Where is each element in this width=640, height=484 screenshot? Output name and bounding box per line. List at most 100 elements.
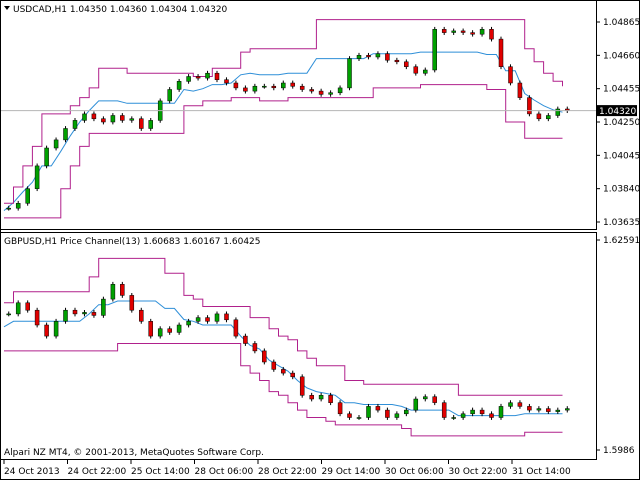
usdcad-candle	[394, 57, 400, 65]
gbpusd-candle	[44, 322, 49, 339]
gbpusd-candle	[441, 400, 447, 420]
gbpusd-candle	[101, 296, 106, 318]
usdcad-channel-middle-line	[3, 51, 563, 211]
usdcad-candle	[508, 64, 513, 86]
gbpusd-candle	[25, 300, 30, 313]
gbpusd-candle	[139, 307, 144, 324]
gbpusd-candle	[508, 400, 513, 409]
gbpusd-candle	[555, 407, 561, 414]
top-y-tick-label: 1.04455	[603, 85, 640, 95]
gbpusd-candle	[565, 406, 570, 413]
gbpusd-candle	[34, 307, 40, 328]
gbpusd-candle	[281, 366, 286, 376]
usdcad-candle	[517, 80, 523, 101]
top-plot-frame[interactable]	[0, 0, 597, 230]
x-tick-label: 30 Oct 22:00	[449, 467, 508, 477]
usdcad-candle	[404, 59, 409, 70]
usdcad-candle	[214, 70, 220, 83]
usdcad-candle	[290, 80, 295, 89]
usdcad-candle	[224, 77, 229, 86]
usdcad-candle	[44, 145, 49, 169]
gbpusd-candle	[72, 307, 78, 317]
usdcad-candle	[25, 186, 30, 206]
usdcad-candle	[385, 51, 390, 63]
usdcad-candle	[441, 26, 447, 35]
x-tick-label: 28 Oct 22:00	[258, 467, 317, 477]
usdcad-candle	[366, 52, 371, 60]
bottom-y-axis: 1.62591 1.5986	[596, 236, 640, 456]
gbpusd-candle	[479, 407, 485, 417]
x-tick-label: 31 Oct 14:00	[512, 467, 571, 477]
gbpusd-candle	[91, 310, 97, 318]
gbpusd-candle	[536, 406, 542, 413]
gbpusd-channel-upper-line	[4, 257, 563, 396]
bottom-y-tick-label: 1.5986	[603, 446, 635, 456]
x-tick-label: 24 Oct 2013	[4, 467, 60, 477]
gbpusd-candle	[6, 311, 11, 317]
gbpusd-candle	[15, 300, 21, 317]
usdcad-candle	[101, 116, 106, 125]
usdcad-candle	[233, 80, 239, 91]
gbpusd-candle	[148, 318, 153, 339]
top-series-layer	[1, 19, 596, 219]
usdcad-channel-upper-line	[4, 19, 563, 204]
usdcad-candle	[451, 28, 456, 35]
usdcad-candle	[34, 163, 40, 192]
usdcad-candle	[347, 56, 352, 91]
gbpusd-candle	[129, 292, 135, 313]
usdcad-candle	[546, 113, 551, 122]
usdcad-candle	[328, 90, 333, 97]
gbpusd-candle	[195, 315, 201, 324]
bottom-plot-frame[interactable]	[0, 232, 597, 460]
usdcad-candle	[63, 126, 68, 143]
usdcad-candle	[432, 26, 437, 73]
gbpusd-candle	[413, 396, 419, 413]
usdcad-candle	[536, 111, 542, 122]
gbpusd-candle	[546, 406, 551, 414]
usdcad-candle	[72, 117, 78, 131]
usdcad-candle	[271, 83, 277, 91]
usdcad-candle	[299, 83, 305, 92]
gbpusd-candle	[498, 403, 504, 420]
gbpusd-candle	[375, 403, 381, 413]
gbpusd-candle	[110, 281, 116, 302]
x-tick-label: 30 Oct 06:00	[385, 467, 444, 477]
usdcad-candle	[148, 117, 153, 131]
collapse-triangle-icon[interactable]	[4, 6, 10, 10]
x-tick-label: 25 Oct 14:00	[131, 467, 190, 477]
gbpusd-candle	[470, 407, 475, 417]
x-tick-label: 29 Oct 14:00	[322, 467, 381, 477]
usdcad-candle	[309, 87, 314, 94]
gbpusd-candle	[318, 392, 324, 402]
gbpusd-candle	[460, 411, 466, 420]
usdcad-candle	[53, 137, 59, 151]
gbpusd-candle	[186, 318, 191, 328]
usdcad-candle	[318, 88, 324, 97]
bottom-panel-title: GBPUSD,H1 Price Channel(13) 1.60683 1.60…	[4, 237, 261, 247]
usdcad-candle	[129, 116, 135, 123]
gbpusd-candle	[404, 407, 409, 417]
usdcad-candle	[460, 28, 466, 35]
gbpusd-candle	[53, 318, 59, 339]
gbpusd-candle	[252, 341, 258, 354]
top-y-tick-label: 1.04660	[603, 51, 640, 61]
gbpusd-channel-lower-line	[4, 343, 563, 437]
usdcad-candle	[423, 67, 428, 76]
usdcad-candle	[195, 74, 201, 81]
usdcad-candle	[252, 83, 258, 94]
usdcad-candle	[205, 70, 210, 81]
gbpusd-candle	[233, 317, 239, 339]
usdcad-candle	[356, 52, 362, 61]
top-y-tick-label: 1.04865	[603, 18, 640, 28]
gbpusd-candle	[120, 281, 125, 298]
usdcad-candle	[479, 26, 485, 37]
gbpusd-candle	[347, 411, 352, 420]
usdcad-candle	[6, 205, 11, 211]
gbpusd-candle	[432, 394, 437, 406]
gbpusd-candle	[385, 407, 390, 420]
x-tick-label: 28 Oct 06:00	[195, 467, 254, 477]
gbpusd-candle	[527, 403, 532, 413]
usdcad-candle	[186, 74, 191, 84]
